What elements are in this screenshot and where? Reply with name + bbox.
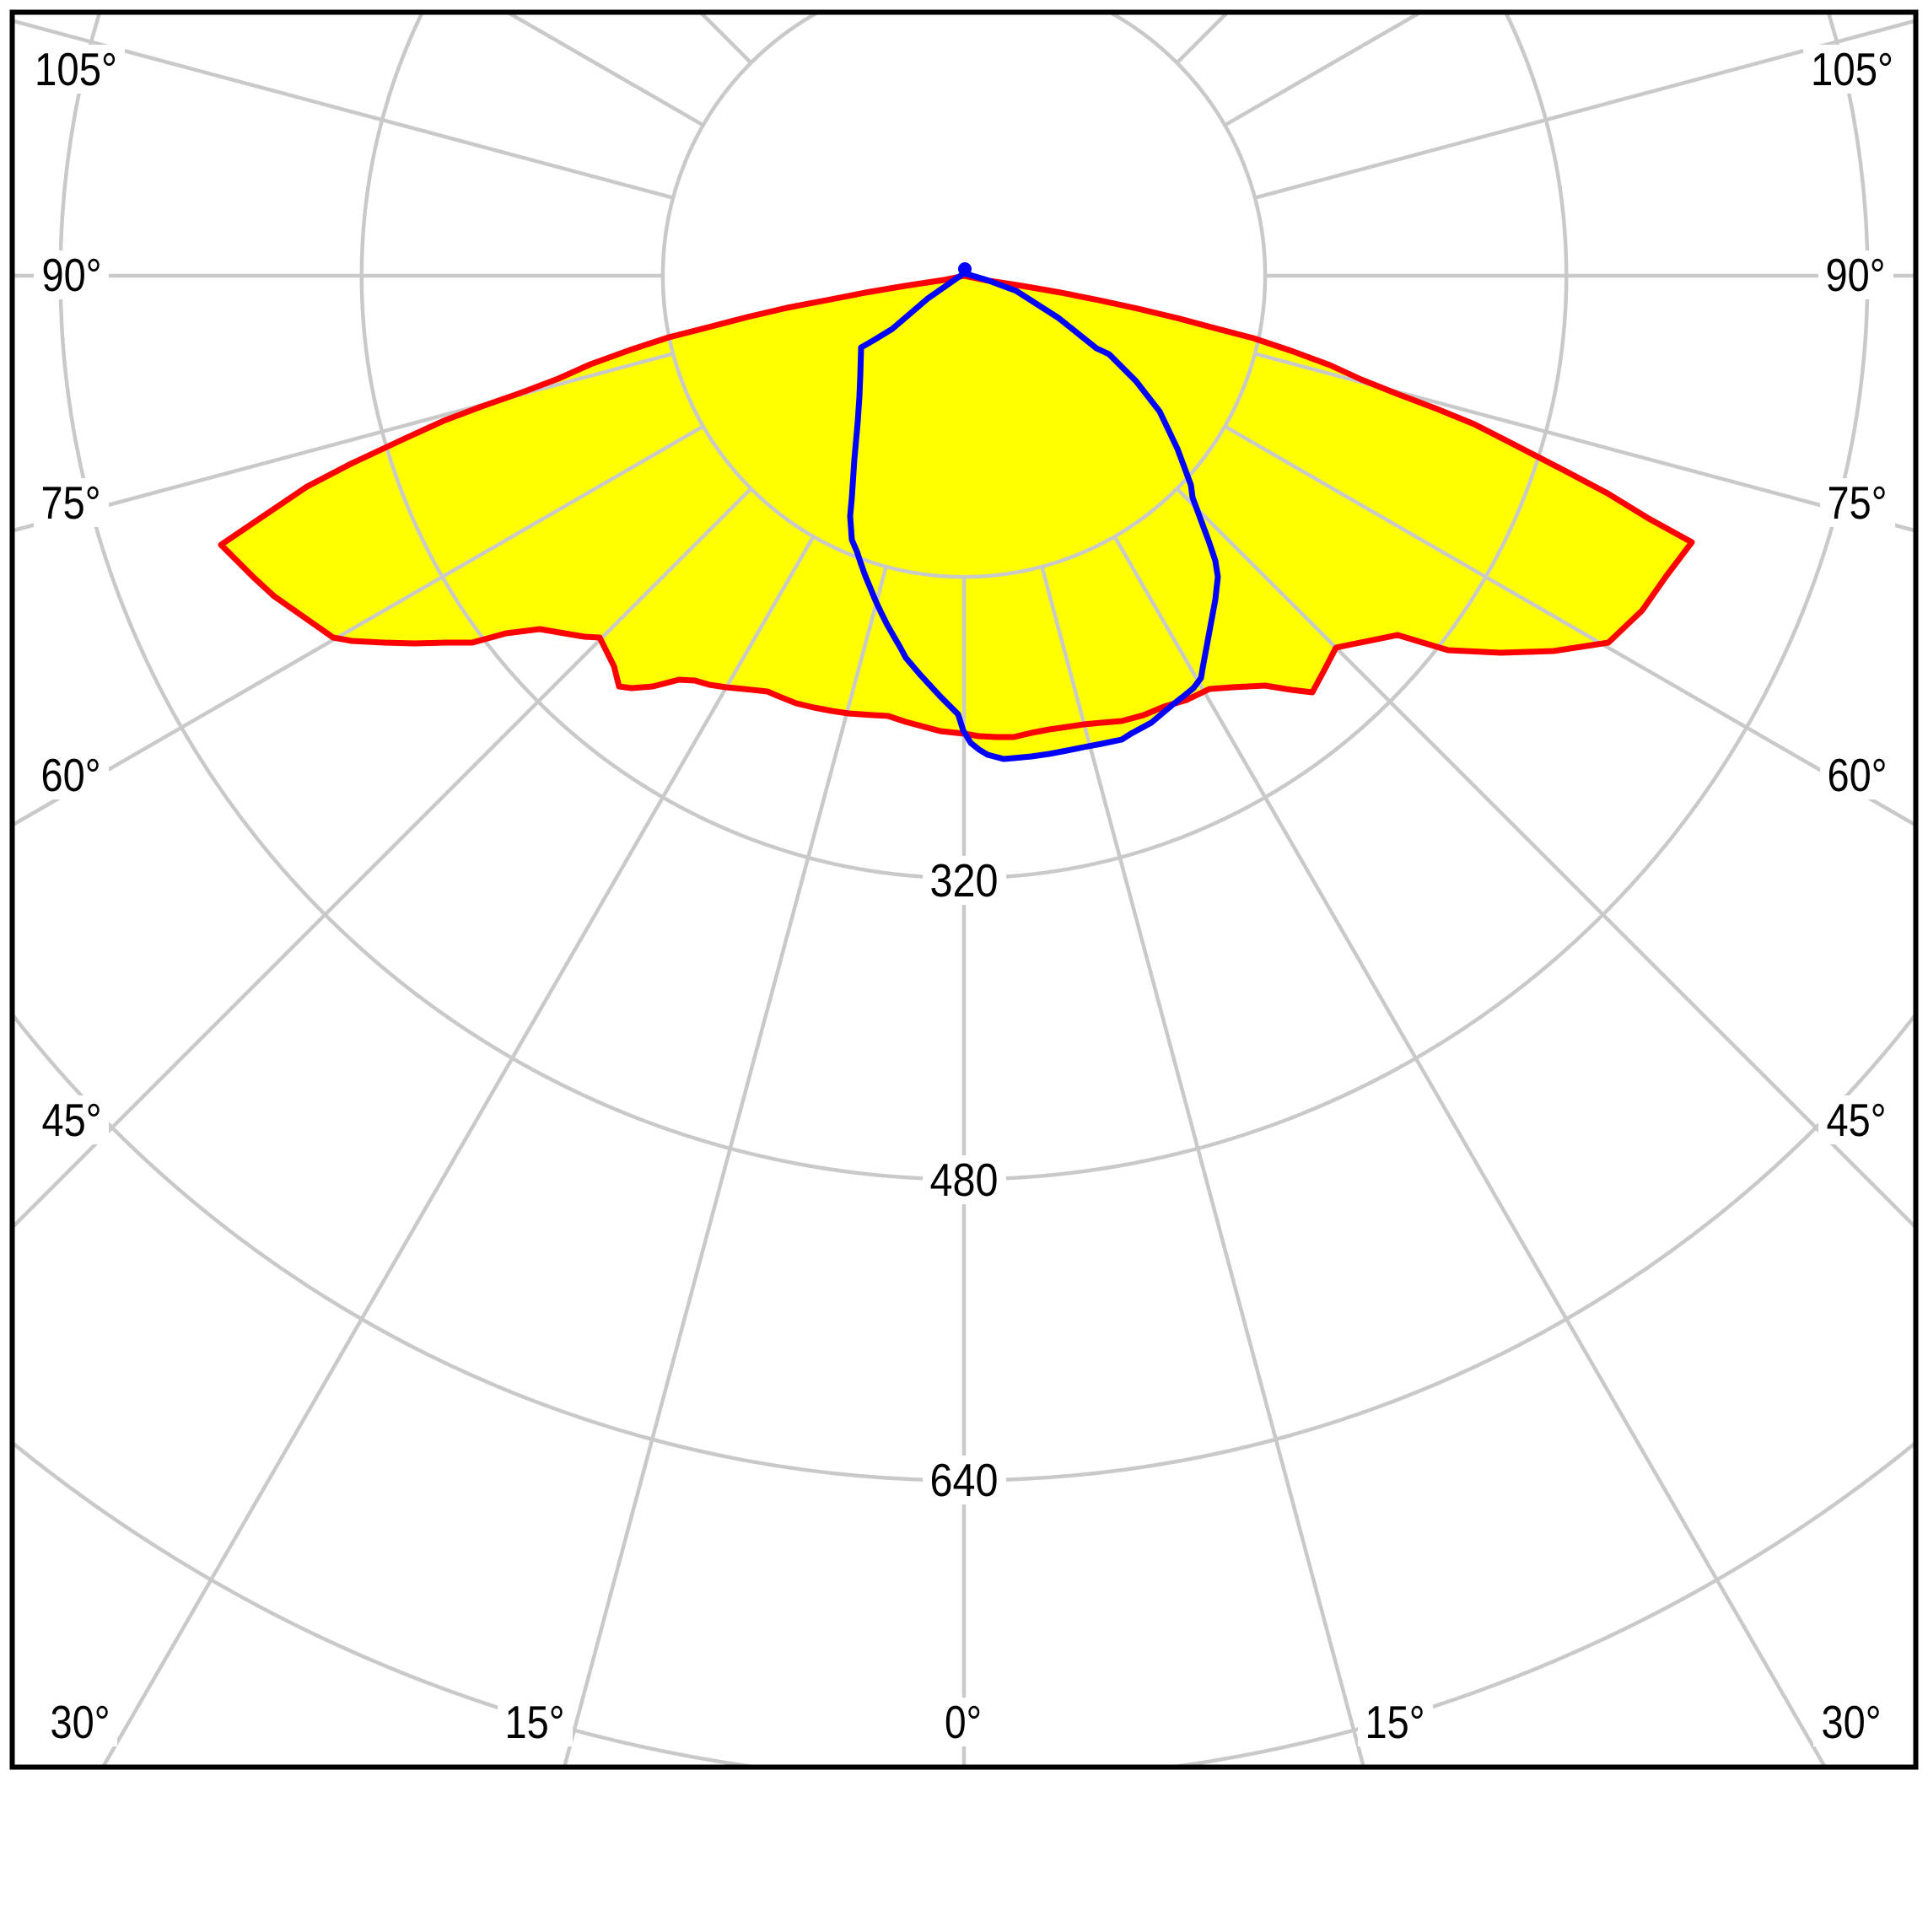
svg-text:60°: 60° (1828, 749, 1888, 801)
svg-text:45°: 45° (42, 1094, 102, 1146)
svg-text:60°: 60° (41, 749, 101, 801)
svg-text:30°: 30° (1822, 1696, 1882, 1748)
svg-text:15°: 15° (1365, 1696, 1425, 1748)
svg-text:30°: 30° (51, 1696, 110, 1748)
svg-text:90°: 90° (42, 249, 102, 301)
svg-text:640: 640 (930, 1454, 999, 1506)
svg-text:320: 320 (930, 854, 999, 907)
svg-text:75°: 75° (1828, 476, 1888, 529)
svg-text:105°: 105° (1811, 43, 1893, 95)
svg-text:90°: 90° (1826, 249, 1886, 301)
svg-text:45°: 45° (1827, 1094, 1887, 1146)
svg-text:15°: 15° (505, 1696, 565, 1748)
svg-text:480: 480 (930, 1154, 999, 1206)
svg-text:75°: 75° (41, 476, 101, 529)
svg-text:0°: 0° (945, 1696, 982, 1748)
svg-text:105°: 105° (35, 43, 117, 95)
